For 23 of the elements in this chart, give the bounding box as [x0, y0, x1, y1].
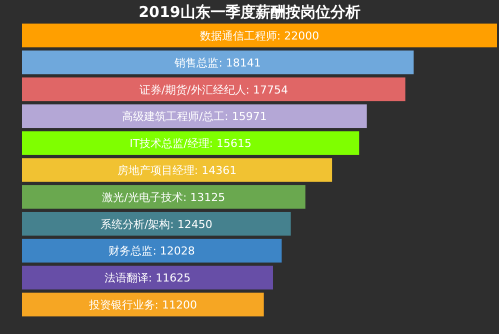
data-label: 投资银行业务: 11200 — [88, 298, 198, 312]
bar — [22, 185, 306, 209]
bar — [22, 77, 406, 102]
data-label: 高级建筑工程师/总工: 15971 — [122, 110, 267, 124]
data-label: 财务总监: 12028 — [108, 244, 195, 258]
data-label: 数据通信工程师: 22000 — [200, 29, 320, 42]
bar — [22, 266, 273, 290]
data-label: 证券/期货/外汇经纪人: 17754 — [139, 83, 288, 96]
bar — [22, 50, 414, 74]
chart-title: 2019山东一季度薪酬按岗位分析 — [138, 3, 360, 21]
bar — [22, 238, 282, 263]
data-label: 房地产项目经理: 14361 — [117, 164, 237, 177]
data-label: 激光/光电子技术: 13125 — [102, 190, 226, 204]
bar — [22, 24, 497, 48]
data-label: 系统分析/架构: 12450 — [100, 218, 212, 231]
bar — [22, 212, 291, 236]
data-label: 法语翻译: 11625 — [104, 272, 191, 285]
bar — [22, 292, 264, 316]
bar — [22, 158, 332, 182]
bar — [22, 104, 367, 128]
data-label: 销售总监: 18141 — [174, 56, 261, 70]
bar — [22, 131, 360, 155]
data-label: IT技术总监/经理: 15615 — [130, 137, 252, 150]
